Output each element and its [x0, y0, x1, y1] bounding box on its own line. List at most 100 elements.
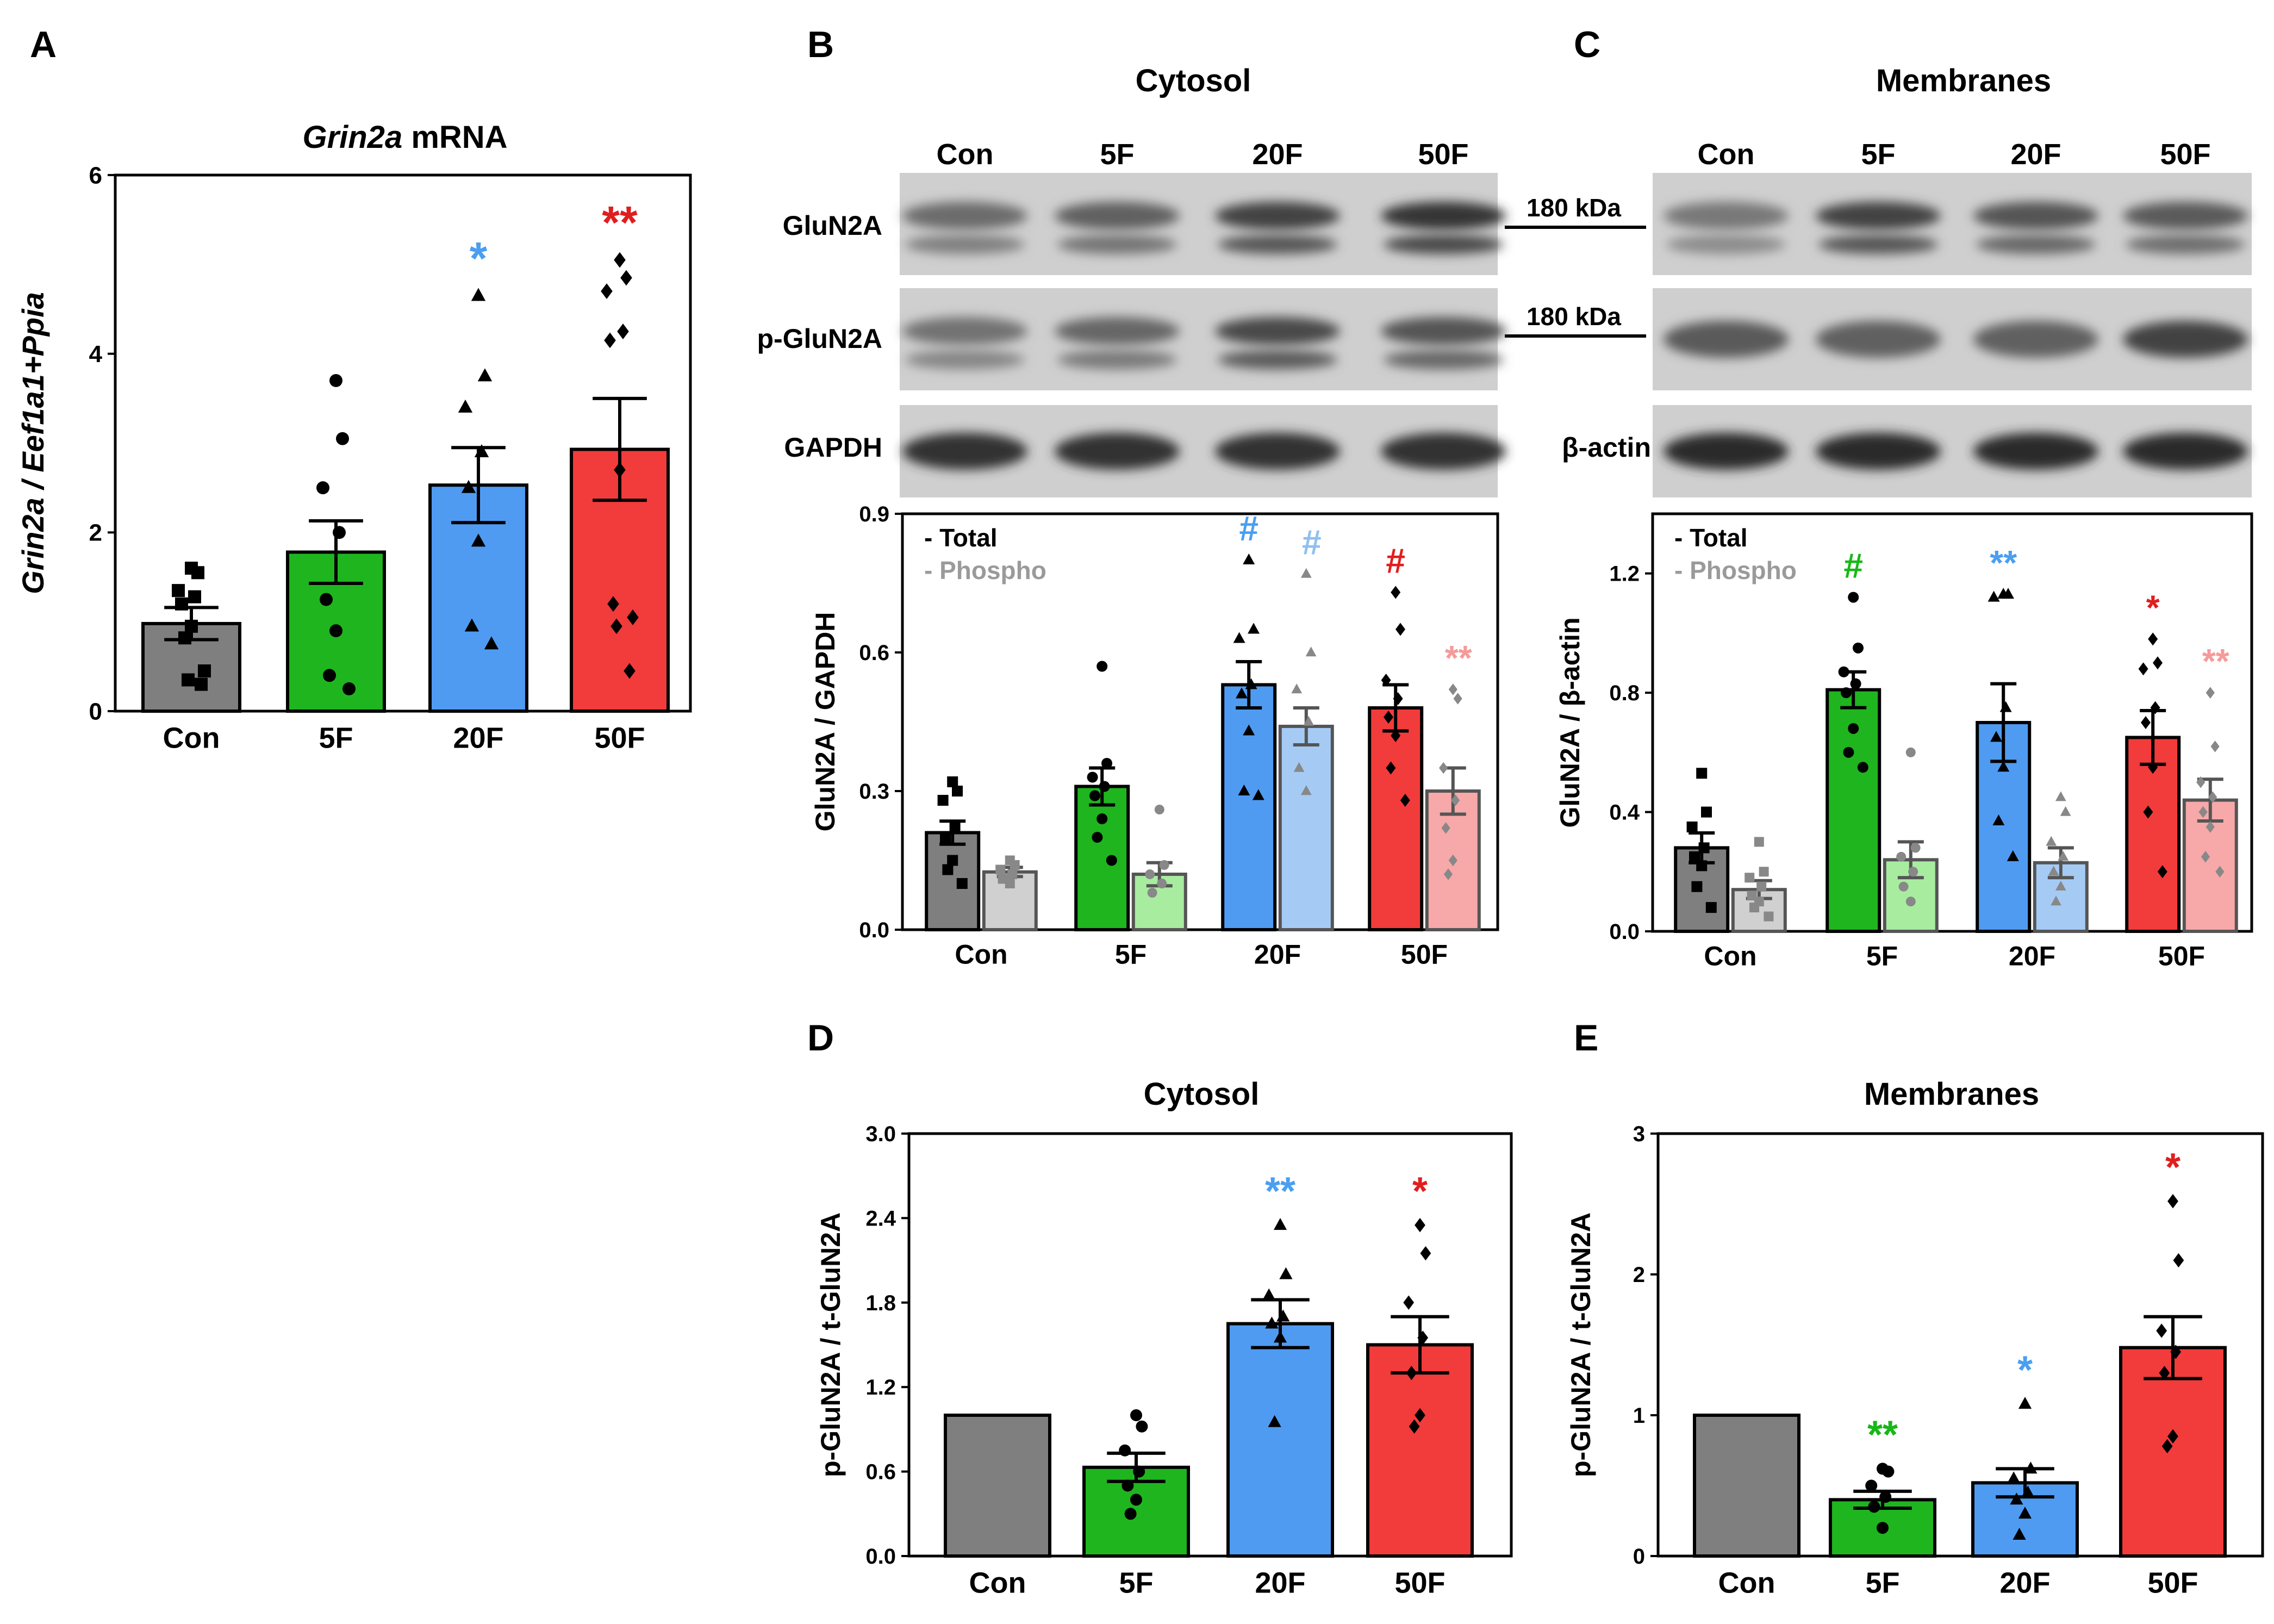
blot-b-lane-5f: 5F: [1100, 138, 1134, 171]
panel-c-significance-total-50f: *: [2146, 588, 2160, 627]
panel-e-point-5f-2: [1865, 1479, 1878, 1492]
panel-b-point-total-con-5: [947, 855, 958, 866]
mw-marker-1: 180 kDa: [1527, 194, 1621, 222]
panel-c-point-total-20f-1: [2002, 588, 2014, 599]
panel-c-ytick-label-0: 0.0: [1609, 920, 1640, 944]
panel-b-point-total-con-0: [947, 776, 958, 787]
panel-c-point-phospho-con-3: [1756, 881, 1767, 892]
panel-b-point-phospho-20f-2: [1291, 683, 1303, 694]
blot-c-glun2a-band-lower-3: [2126, 234, 2245, 254]
panel-c-point-phospho-con-1: [1759, 867, 1769, 877]
blot-c-p-glun2a-band-3: [2123, 321, 2248, 358]
blot-c-lane-5f: 5F: [1861, 138, 1895, 171]
panel-b-point-total-con-4: [940, 832, 951, 843]
panel-e-point-20f-3: [2021, 1485, 2035, 1498]
panel-e-point-5f-3: [1879, 1491, 1892, 1503]
panel-e-point-20f-5: [2018, 1507, 2032, 1519]
panel-e-point-50f-5: [2167, 1429, 2178, 1444]
panel-c-point-total-5f-6: [1843, 746, 1854, 758]
blot-b-p-glun2a-band-lower-3: [1384, 350, 1503, 370]
panel-a-point-con-1: [191, 566, 204, 580]
chart-panel-c: 0.0 0.4 0.8 1.2 Con 5F 20F 50F GluN2A / β-actin #…: [1555, 512, 2253, 972]
panel-b-bar-total-20f: [1221, 683, 1277, 931]
panel-d-ytick-label-3: 1.8: [865, 1291, 896, 1315]
panel-b-point-phospho-con-5: [1005, 879, 1015, 888]
panel-c-point-phospho-20f-4: [2048, 866, 2059, 876]
panel-b-point-phospho-5f-4: [1147, 888, 1157, 898]
panel-b-point-total-20f-4: [1236, 687, 1248, 699]
blot-c-glun2a-band-lower-0: [1666, 234, 1786, 254]
blot-c-glun2a-band-0: [1664, 201, 1789, 230]
panel-c-point-phospho-20f-6: [2051, 895, 2061, 906]
panel-e-xtick-label-20f: 20F: [1999, 1567, 2050, 1600]
panel-c-point-total-50f-4: [2141, 716, 2151, 729]
chart-panel-d: 0.0 0.6 1.2 1.8 2.4 3.0 Con 5F 20F 50F p-GluN2A / …: [815, 1122, 1513, 1600]
panel-a-point-5f-7: [342, 682, 356, 695]
panel-c-point-phospho-50f-6: [2201, 851, 2210, 863]
panel-d-title: Cytosol: [1144, 1077, 1260, 1112]
panel-b-point-phospho-20f-5: [1300, 785, 1312, 795]
panel-letter-e: E: [1574, 1017, 1598, 1059]
panel-a-point-con-4: [175, 597, 188, 611]
panel-d-xtick-label-5f: 5F: [1119, 1567, 1153, 1600]
panel-b-significance-phospho-20f: #: [1302, 523, 1322, 562]
panel-c-point-total-50f-5: [2148, 761, 2158, 774]
panel-a-point-5f-1: [336, 432, 349, 445]
panel-a-point-con-3: [188, 590, 201, 603]
panel-c-point-total-5f-0: [1848, 592, 1859, 603]
panel-b-point-total-20f-6: [1238, 785, 1250, 795]
panel-c-title: Membranes: [1876, 63, 2051, 98]
panel-d-point-50f-6: [1409, 1419, 1420, 1434]
blot-b-gapdh-band-2: [1215, 433, 1340, 470]
panel-d-point-20f-5: [1273, 1330, 1287, 1343]
panel-b-bar-phospho-con: [982, 870, 1038, 931]
panel-e-point-50f-1: [2173, 1253, 2184, 1268]
panel-e-ytick-label-3: 3: [1633, 1122, 1645, 1146]
panel-c-xtick-label-5f: 5F: [1866, 941, 1898, 972]
blot-c-glun2a-band-lower-1: [1818, 234, 1938, 254]
panel-e-point-20f-2: [2007, 1471, 2021, 1484]
panel-a-title: Grin2a mRNA: [302, 120, 507, 155]
panel-e-ytick-label-1: 1: [1633, 1404, 1645, 1428]
panel-b-point-total-20f-2: [1233, 632, 1245, 643]
panel-c-point-phospho-con-2: [1745, 873, 1755, 883]
panel-b-frame: [901, 512, 1499, 931]
panel-a-point-50f-4: [604, 332, 616, 349]
panel-b-point-phospho-50f-5: [1448, 854, 1457, 867]
panel-e-ytick-label-2: 2: [1633, 1263, 1645, 1287]
panel-b-significance-phospho-50f: **: [1445, 638, 1472, 677]
panel-c-point-phospho-20f-3: [2058, 851, 2069, 861]
panel-e-xtick-label-5f: 5F: [1865, 1567, 1899, 1600]
panel-c-legend-phospho: - Phospho: [1674, 556, 1797, 584]
blot-c-p-glun2a-band-2: [1973, 321, 2098, 358]
blot-b-p-glun2a-band-1: [1055, 316, 1180, 345]
panel-b-point-total-con-1: [952, 786, 963, 797]
panel-a-point-20f-5: [471, 533, 486, 547]
panel-letter-c: C: [1574, 24, 1600, 65]
panel-a-xtick-label-20f: 20F: [453, 722, 503, 755]
blot-c-p-glun2a-band-1: [1816, 321, 1941, 358]
panel-d-point-20f-2: [1262, 1288, 1276, 1301]
panel-c-point-total-5f-3: [1850, 678, 1861, 689]
panel-d-ytick-label-4: 2.4: [865, 1206, 896, 1230]
panel-c-ytick-label-1: 0.4: [1609, 801, 1640, 825]
panel-a-point-con-6: [178, 631, 191, 645]
panel-b-point-total-con-6: [942, 864, 954, 875]
panel-c-point-total-con-4: [1689, 851, 1700, 862]
panel-c-point-total-con-7: [1705, 902, 1717, 913]
panel-e-title: Membranes: [1864, 1077, 2039, 1112]
panel-b-point-phospho-5f-1: [1159, 860, 1169, 870]
panel-a-title-suffix: mRNA: [402, 120, 507, 155]
panel-a-point-con-5: [185, 619, 198, 633]
panel-c-point-total-20f-3: [1999, 701, 2012, 712]
panel-a-ytick-label-0: 0: [89, 698, 102, 725]
panel-d-ytick-label-1: 0.6: [865, 1460, 896, 1484]
panel-c-point-total-5f-4: [1841, 687, 1852, 699]
panel-b-point-total-con-7: [956, 878, 968, 889]
panel-d-xtick-label-20f: 20F: [1255, 1567, 1305, 1600]
panel-a-title-gene: Grin2a: [302, 120, 402, 155]
panel-e-xtick-label-50f: 50F: [2147, 1567, 2198, 1600]
panel-d-point-5f-3: [1133, 1465, 1145, 1478]
panel-c-point-phospho-5f-2: [1896, 851, 1907, 862]
blot-b-p-glun2a-band-lower-2: [1218, 350, 1337, 370]
